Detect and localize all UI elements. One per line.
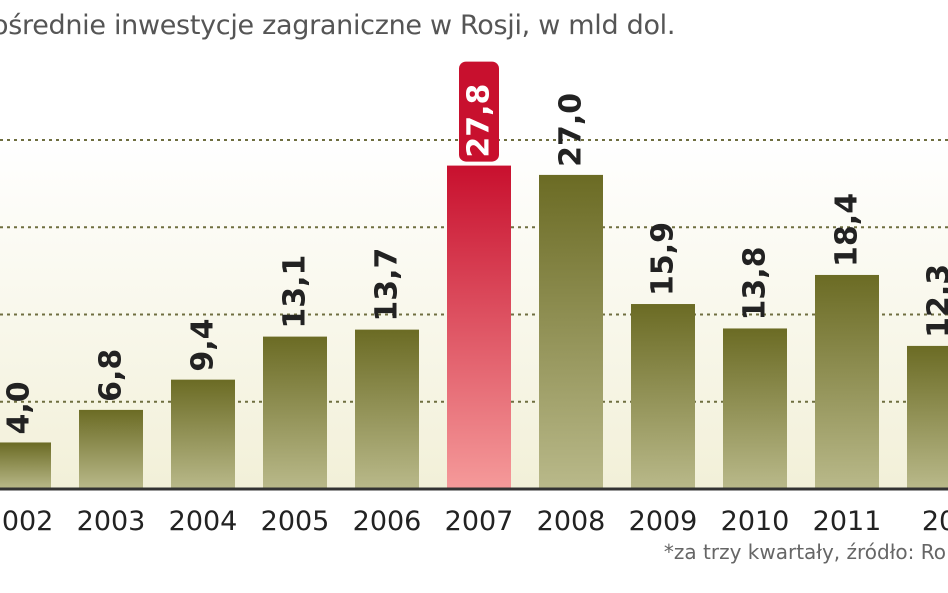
value-label-2004: 9,4 (186, 318, 221, 371)
year-label-2010: 2010 (721, 506, 790, 537)
bar-2005 (263, 336, 327, 489)
bar-2003 (79, 409, 143, 489)
bar-2006 (355, 329, 419, 489)
value-label-2002: 4,0 (2, 381, 37, 434)
value-label-2010: 13,8 (738, 246, 773, 320)
value-label-2009: 15,9 (646, 222, 681, 296)
bar-2009 (631, 304, 695, 489)
bar-2010 (723, 328, 787, 489)
bar-2007 (447, 165, 511, 490)
highlight-label-box (459, 61, 499, 162)
year-label-2008: 2008 (537, 506, 606, 537)
value-label-2006: 13,7 (370, 248, 405, 322)
value-label-2005: 13,1 (278, 255, 313, 329)
value-label-2003: 6,8 (94, 349, 129, 402)
chart-title: ośrednie inwestycje zagraniczne w Rosji,… (0, 10, 676, 41)
value-label-2008: 27,0 (554, 93, 589, 167)
year-label-2002: 2002 (0, 506, 53, 537)
year-label-2006: 2006 (353, 506, 422, 537)
bar-2008 (539, 174, 603, 489)
value-label-2011: 18,4 (830, 193, 865, 267)
source-note: *za trzy kwartały, źródło: Ro (663, 540, 946, 564)
year-label-2003: 2003 (77, 506, 146, 537)
value-label-20: 12,3 (922, 264, 948, 338)
year-label-2011: 2011 (813, 506, 882, 537)
bar-2002 (0, 442, 51, 489)
year-label-2007: 2007 (445, 506, 514, 537)
year-label-2004: 2004 (169, 506, 238, 537)
bar-2004 (171, 379, 235, 489)
value-label-2007: 27,8 (462, 84, 497, 158)
bar-20 (907, 345, 948, 489)
bar-2011 (815, 274, 879, 489)
year-label-20: 20 (922, 506, 948, 537)
year-label-2005: 2005 (261, 506, 330, 537)
year-label-2009: 2009 (629, 506, 698, 537)
